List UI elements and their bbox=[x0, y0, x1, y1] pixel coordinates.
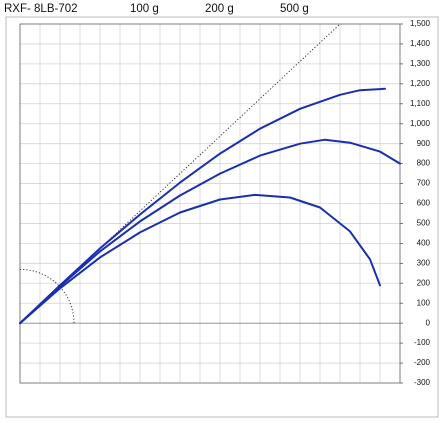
y-tick-label: 200 bbox=[417, 278, 431, 287]
legend-label: 100 g bbox=[130, 3, 159, 15]
chart-title: RXF- 8LB-702 bbox=[4, 3, 78, 15]
series-line bbox=[19, 138, 401, 325]
y-tick-label: 1,300 bbox=[410, 59, 431, 68]
y-tick-label: -100 bbox=[414, 338, 431, 347]
y-tick-label: 900 bbox=[417, 139, 431, 148]
legend-label: 500 g bbox=[280, 3, 309, 15]
legend-label: 200 g bbox=[205, 3, 234, 15]
y-tick-label: 100 bbox=[417, 298, 431, 307]
marks bbox=[19, 23, 401, 325]
y-tick-label: -300 bbox=[414, 378, 431, 387]
y-tick-label: 500 bbox=[417, 219, 431, 228]
frame bbox=[5, 16, 439, 418]
plot-border bbox=[19, 23, 401, 384]
series-line bbox=[19, 193, 381, 325]
y-tick-label: 800 bbox=[417, 159, 431, 168]
y-tick-label: 1,100 bbox=[410, 99, 431, 108]
reference-arc bbox=[19, 268, 75, 324]
y-tick-label: 1,500 bbox=[410, 19, 431, 28]
series-line bbox=[19, 87, 386, 325]
y-tick-label: 1,400 bbox=[410, 39, 431, 48]
y-tick-label: 1,200 bbox=[410, 79, 431, 88]
y-tick-label: -200 bbox=[414, 358, 431, 367]
reference-line bbox=[19, 23, 341, 324]
y-tick-label: 700 bbox=[417, 179, 431, 188]
y-tick-label: 300 bbox=[417, 258, 431, 267]
grid bbox=[19, 23, 403, 384]
y-tick-label: 400 bbox=[417, 238, 431, 247]
y-tick-label: 600 bbox=[417, 199, 431, 208]
y-tick-label: 1,000 bbox=[410, 119, 431, 128]
y-tick-label: 0 bbox=[426, 318, 431, 327]
